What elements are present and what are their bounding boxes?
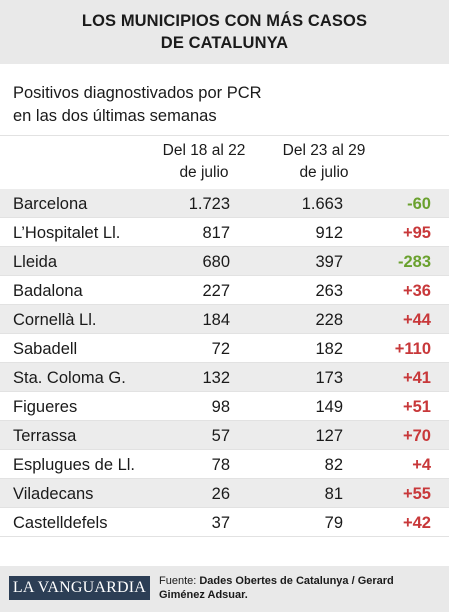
source-credit-line-1: Fuente: Dades Obertes de Catalunya / Ger… bbox=[159, 575, 394, 587]
cases-week-2: 182 bbox=[315, 340, 343, 358]
municipality-name: Barcelona bbox=[13, 195, 88, 213]
source-name-part-1: Dades Obertes de Catalunya / Gerard bbox=[199, 575, 394, 587]
cases-week-1: 78 bbox=[211, 456, 230, 474]
cases-week-1: 72 bbox=[211, 340, 230, 358]
cases-week-2: 263 bbox=[315, 282, 343, 300]
row-divider bbox=[0, 304, 449, 305]
cases-difference: -60 bbox=[407, 195, 431, 213]
source-name-part-2: Giménez Adsuar. bbox=[159, 589, 248, 601]
municipality-name: Terrassa bbox=[13, 427, 77, 445]
cases-difference: +4 bbox=[412, 456, 431, 474]
table-row: L’Hospitalet Ll. 817 912 +95 bbox=[0, 218, 449, 247]
cases-difference: +95 bbox=[403, 224, 431, 242]
municipality-name: L’Hospitalet Ll. bbox=[13, 224, 121, 242]
source-credit-line-2: Giménez Adsuar. bbox=[159, 589, 248, 601]
cases-difference: +41 bbox=[403, 369, 431, 387]
cases-difference: -283 bbox=[397, 253, 431, 271]
cases-week-2: 127 bbox=[315, 427, 343, 445]
subtitle-divider bbox=[0, 135, 449, 136]
row-divider bbox=[0, 478, 449, 479]
cases-week-2: 228 bbox=[315, 311, 343, 329]
cases-week-2: 79 bbox=[324, 514, 343, 532]
column-header-week-1-line-2: de julio bbox=[179, 164, 229, 181]
table-row: Terrassa 57 127 +70 bbox=[0, 421, 449, 450]
row-divider bbox=[0, 246, 449, 247]
cases-week-2: 82 bbox=[324, 456, 343, 474]
municipality-name: Castelldefels bbox=[13, 514, 108, 532]
row-divider bbox=[0, 333, 449, 334]
row-divider bbox=[0, 275, 449, 276]
chart-title-line-1: LOS MUNICIPIOS CON MÁS CASOS bbox=[81, 12, 368, 30]
table-row: Cornellà Ll. 184 228 +44 bbox=[0, 305, 449, 334]
municipality-name: Lleida bbox=[13, 253, 58, 271]
cases-difference: +51 bbox=[403, 398, 431, 416]
column-header-week-2-line-1: Del 23 al 29 bbox=[282, 142, 366, 159]
cases-week-1: 57 bbox=[211, 427, 230, 445]
cases-week-2: 149 bbox=[315, 398, 343, 416]
municipality-name: Figueres bbox=[13, 398, 78, 416]
cases-week-2: 912 bbox=[315, 224, 343, 242]
column-header-week-1-line-1: Del 18 al 22 bbox=[162, 142, 246, 159]
cases-difference: +42 bbox=[403, 514, 431, 532]
row-divider bbox=[0, 362, 449, 363]
cases-week-1: 132 bbox=[202, 369, 230, 387]
row-divider bbox=[0, 217, 449, 218]
row-divider bbox=[0, 391, 449, 392]
la-vanguardia-logo: LA VANGUARDIA bbox=[9, 576, 150, 600]
subtitle-line-2: en las dos últimas semanas bbox=[13, 107, 217, 125]
cases-week-1: 227 bbox=[202, 282, 230, 300]
cases-difference: +70 bbox=[403, 427, 431, 445]
cases-week-1: 1.723 bbox=[188, 195, 230, 213]
municipality-name: Sta. Coloma G. bbox=[13, 369, 126, 387]
table-row: Sabadell 72 182 +110 bbox=[0, 334, 449, 363]
cases-difference: +110 bbox=[394, 340, 431, 358]
cases-difference: +36 bbox=[403, 282, 431, 300]
chart-title-line-2: DE CATALUNYA bbox=[160, 34, 289, 52]
cases-difference: +44 bbox=[403, 311, 431, 329]
table-row: Lleida 680 397 -283 bbox=[0, 247, 449, 276]
row-divider bbox=[0, 449, 449, 450]
row-divider bbox=[0, 420, 449, 421]
municipality-name: Badalona bbox=[13, 282, 83, 300]
cases-week-1: 26 bbox=[211, 485, 230, 503]
source-label: Fuente: bbox=[159, 575, 200, 587]
table-row: Castelldefels 37 79 +42 bbox=[0, 508, 449, 537]
row-divider bbox=[0, 536, 449, 537]
table-row: Barcelona 1.723 1.663 -60 bbox=[0, 189, 449, 218]
municipality-name: Sabadell bbox=[13, 340, 78, 358]
table-row: Sta. Coloma G. 132 173 +41 bbox=[0, 363, 449, 392]
table-row: Badalona 227 263 +36 bbox=[0, 276, 449, 305]
cases-week-2: 81 bbox=[324, 485, 343, 503]
municipality-name: Esplugues de Ll. bbox=[13, 456, 136, 474]
cases-week-2: 173 bbox=[315, 369, 343, 387]
cases-week-1: 680 bbox=[202, 253, 230, 271]
column-header-week-2-line-2: de julio bbox=[299, 164, 349, 181]
row-divider bbox=[0, 507, 449, 508]
cases-difference: +55 bbox=[403, 485, 431, 503]
cases-week-2: 1.663 bbox=[301, 195, 343, 213]
logo-wordmark: LA VANGUARDIA bbox=[12, 579, 147, 596]
cases-week-1: 184 bbox=[202, 311, 230, 329]
table-row: Viladecans 26 81 +55 bbox=[0, 479, 449, 508]
cases-week-1: 98 bbox=[211, 398, 230, 416]
cases-week-2: 397 bbox=[315, 253, 343, 271]
cases-week-1: 37 bbox=[211, 514, 230, 532]
title-bar bbox=[0, 0, 449, 64]
table-row: Esplugues de Ll. 78 82 +4 bbox=[0, 450, 449, 479]
subtitle-line-1: Positivos diagnostivados por PCR bbox=[13, 84, 262, 102]
table-row: Figueres 98 149 +51 bbox=[0, 392, 449, 421]
cases-week-1: 817 bbox=[202, 224, 230, 242]
municipality-name: Cornellà Ll. bbox=[13, 311, 97, 329]
municipality-name: Viladecans bbox=[13, 485, 94, 503]
